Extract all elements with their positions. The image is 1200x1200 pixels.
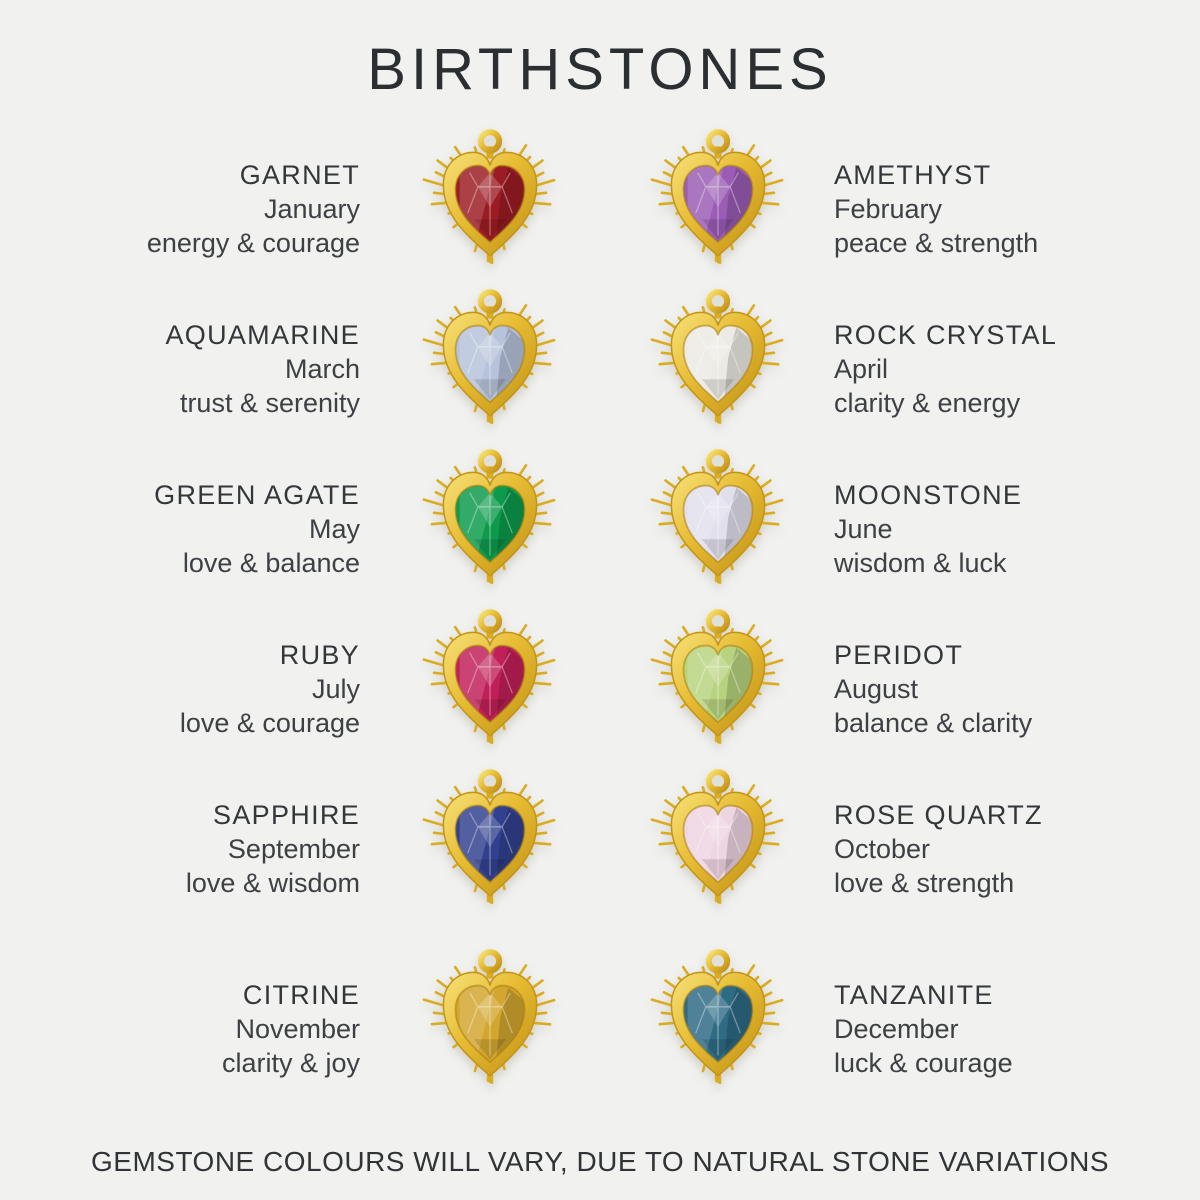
- stone-entry-aquamarine: AQUAMARINE March trust & serenity: [0, 318, 360, 420]
- pendant-cell-tanzanite: [620, 952, 816, 1106]
- stone-entry-rose-quartz: ROSE QUARTZ October love & strength: [816, 798, 1200, 900]
- footer-disclaimer: GEMSTONE COLOURS WILL VARY, DUE TO NATUR…: [90, 1146, 1110, 1177]
- amethyst-heart-pendant-icon: [647, 122, 789, 276]
- stone-traits: love & wisdom: [185, 867, 360, 898]
- pendant-cell-garnet: [360, 132, 620, 286]
- stone-name: GARNET: [239, 159, 360, 190]
- stone-traits: love & strength: [834, 867, 1015, 898]
- pendant-cell-sapphire: [360, 772, 620, 926]
- peridot-heart-pendant-icon: [647, 602, 789, 756]
- stone-month: January: [263, 193, 360, 224]
- stone-entry-green-agate: GREEN AGATE May love & balance: [0, 478, 360, 580]
- stone-month: May: [308, 513, 360, 544]
- rock-crystal-heart-pendant-icon: [647, 282, 789, 436]
- pendant-cell-citrine: [360, 952, 620, 1106]
- stone-entry-peridot: PERIDOT August balance & clarity: [816, 638, 1200, 740]
- stone-month: June: [834, 513, 893, 544]
- stone-month: November: [235, 1013, 360, 1044]
- stone-entry-ruby: RUBY July love & courage: [0, 638, 360, 740]
- sapphire-heart-pendant-icon: [419, 762, 561, 916]
- pendant-cell-amethyst: [620, 132, 816, 286]
- rose-quartz-heart-pendant-icon: [647, 762, 789, 916]
- stone-traits: clarity & joy: [221, 1047, 360, 1078]
- stone-month: August: [834, 673, 919, 704]
- stone-traits: trust & serenity: [179, 387, 360, 418]
- pendant-cell-ruby: [360, 612, 620, 766]
- stone-name: SAPPHIRE: [213, 799, 360, 830]
- stone-month: March: [284, 353, 360, 384]
- stone-entry-amethyst: AMETHYST February peace & strength: [816, 158, 1200, 260]
- stone-entry-rock-crystal: ROCK CRYSTAL April clarity & energy: [816, 318, 1200, 420]
- stone-traits: clarity & energy: [834, 387, 1021, 418]
- stone-name: ROCK CRYSTAL: [834, 319, 1058, 350]
- stone-name: ROSE QUARTZ: [834, 799, 1043, 830]
- stone-traits: energy & courage: [146, 227, 360, 258]
- stone-month: December: [834, 1013, 959, 1044]
- moonstone-heart-pendant-icon: [647, 442, 789, 596]
- tanzanite-heart-pendant-icon: [647, 942, 789, 1096]
- stone-traits: peace & strength: [834, 227, 1039, 258]
- page-title: BIRTHSTONES: [367, 37, 833, 102]
- stone-traits: love & courage: [179, 707, 360, 738]
- stone-name: RUBY: [279, 639, 360, 670]
- stone-month: July: [311, 673, 360, 704]
- aquamarine-heart-pendant-icon: [419, 282, 561, 436]
- stone-traits: wisdom & luck: [834, 547, 1007, 578]
- stone-entry-citrine: CITRINE November clarity & joy: [0, 978, 360, 1080]
- stone-entry-garnet: GARNET January energy & courage: [0, 158, 360, 260]
- stones-grid: GARNET January energy & courage AMETHYST…: [0, 129, 1200, 1129]
- stone-entry-tanzanite: TANZANITE December luck & courage: [816, 978, 1200, 1080]
- stone-traits: love & balance: [182, 547, 360, 578]
- stone-month: September: [227, 833, 360, 864]
- stone-name: CITRINE: [242, 979, 360, 1010]
- stone-name: AQUAMARINE: [165, 319, 360, 350]
- stone-month: April: [834, 353, 889, 384]
- stone-month: October: [834, 833, 931, 864]
- ruby-heart-pendant-icon: [419, 602, 561, 756]
- pendant-cell-rock-crystal: [620, 292, 816, 446]
- green-agate-heart-pendant-icon: [419, 442, 561, 596]
- pendant-cell-rose-quartz: [620, 772, 816, 926]
- stone-traits: balance & clarity: [834, 707, 1033, 738]
- stone-entry-moonstone: MOONSTONE June wisdom & luck: [816, 478, 1200, 580]
- stone-name: GREEN AGATE: [154, 479, 360, 510]
- stone-name: AMETHYST: [834, 159, 992, 190]
- pendant-cell-moonstone: [620, 452, 816, 606]
- pendant-cell-aquamarine: [360, 292, 620, 446]
- stone-traits: luck & courage: [834, 1047, 1013, 1078]
- citrine-heart-pendant-icon: [419, 942, 561, 1096]
- garnet-heart-pendant-icon: [419, 122, 561, 276]
- stone-name: TANZANITE: [834, 979, 994, 1010]
- stone-name: MOONSTONE: [834, 479, 1023, 510]
- stone-entry-sapphire: SAPPHIRE September love & wisdom: [0, 798, 360, 900]
- pendant-cell-green-agate: [360, 452, 620, 606]
- pendant-cell-peridot: [620, 612, 816, 766]
- stone-name: PERIDOT: [834, 639, 964, 670]
- stone-month: February: [834, 193, 943, 224]
